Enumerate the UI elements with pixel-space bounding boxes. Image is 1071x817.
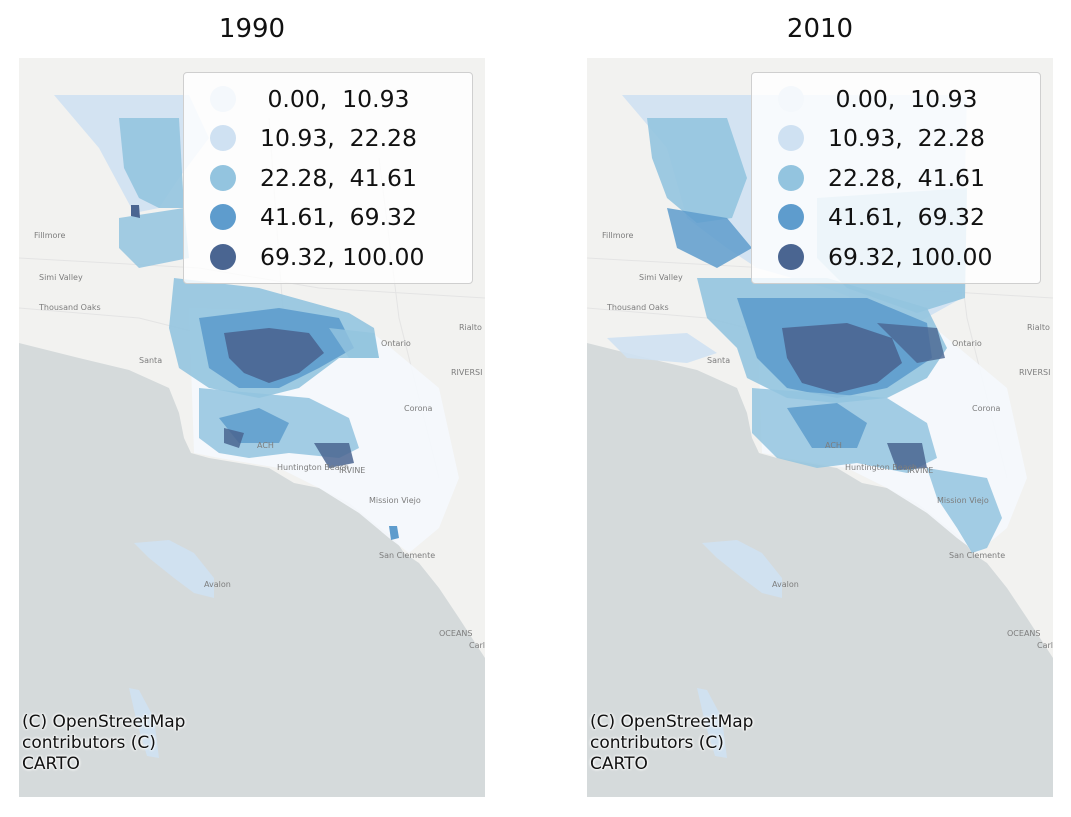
attribution-line: contributors (C) — [590, 733, 724, 753]
place-label: Huntington Beach — [277, 463, 349, 472]
legend-item: 0.00, 10.93 — [192, 79, 464, 119]
place-label: Mission Viejo — [937, 496, 989, 505]
legend-swatch — [210, 125, 236, 152]
place-label: Huntington Beach — [845, 463, 917, 472]
place-label: RIVERSI — [1019, 368, 1050, 377]
place-label: Simi Valley — [39, 273, 83, 282]
legend-swatch — [778, 85, 804, 112]
map-legend: 0.00, 10.93 10.93, 22.28 22.28, 41.61 41… — [751, 72, 1041, 284]
legend-label: 0.00, 10.93 — [828, 84, 978, 113]
place-label: Carlsl — [469, 641, 485, 650]
legend-label: 22.28, 41.61 — [828, 163, 985, 192]
panel-title: 2010 — [786, 14, 854, 44]
legend-swatch — [210, 85, 236, 112]
place-label: Rialto — [1027, 323, 1050, 332]
place-label: Santa — [707, 356, 730, 365]
choropleth-1990 — [54, 95, 459, 758]
place-label: Mission Viejo — [369, 496, 421, 505]
attribution-line: (C) OpenStreetMap — [22, 712, 186, 732]
map-attribution: (C) OpenStreetMap contributors (C) CARTO — [22, 712, 185, 775]
place-label: OCEANS — [439, 629, 472, 638]
legend-swatch — [778, 125, 804, 152]
place-label: Avalon — [772, 580, 799, 589]
attribution-line: CARTO — [22, 754, 80, 774]
legend-swatch — [778, 164, 804, 191]
ocean — [19, 343, 485, 797]
place-label: OCEANS — [1007, 629, 1040, 638]
place-label: Fillmore — [34, 231, 65, 240]
legend-item: 69.32, 100.00 — [192, 237, 464, 277]
place-label: Ontario — [381, 339, 411, 348]
attribution-line: contributors (C) — [22, 733, 156, 753]
legend-label: 0.00, 10.93 — [260, 84, 410, 113]
place-label: Ontario — [952, 339, 982, 348]
map-panel-2010: 2010 — [587, 0, 1053, 817]
legend-item: 69.32, 100.00 — [760, 237, 1032, 277]
legend-label: 69.32, 100.00 — [828, 242, 993, 271]
place-label: ACH — [257, 441, 274, 450]
place-label: Fillmore — [602, 231, 633, 240]
legend-label: 69.32, 100.00 — [260, 242, 425, 271]
place-label: IRVINE — [339, 466, 365, 475]
place-labels: Fillmore Simi Valley Thousand Oaks Santa… — [34, 231, 485, 650]
place-label: Rialto — [459, 323, 482, 332]
legend-swatch — [778, 204, 804, 231]
place-label: Corona — [972, 404, 1001, 413]
place-label: Corona — [404, 404, 433, 413]
legend-item: 10.93, 22.28 — [760, 119, 1032, 159]
place-label: ACH — [825, 441, 842, 450]
legend-swatch — [210, 164, 236, 191]
legend-item: 22.28, 41.61 — [760, 158, 1032, 198]
legend-label: 10.93, 22.28 — [828, 124, 985, 153]
place-label: San Clemente — [379, 551, 435, 560]
legend-swatch — [210, 204, 236, 231]
ocean — [587, 343, 1053, 797]
attribution-line: CARTO — [590, 754, 648, 774]
place-label: Thousand Oaks — [38, 303, 101, 312]
legend-label: 10.93, 22.28 — [260, 124, 417, 153]
map-legend: 0.00, 10.93 10.93, 22.28 22.28, 41.61 41… — [183, 72, 473, 284]
legend-label: 22.28, 41.61 — [260, 163, 417, 192]
legend-label: 41.61, 69.32 — [260, 203, 417, 232]
legend-item: 10.93, 22.28 — [192, 119, 464, 159]
legend-item: 41.61, 69.32 — [760, 198, 1032, 238]
legend-swatch — [778, 243, 804, 270]
place-label: Avalon — [204, 580, 231, 589]
place-label: Carlsl — [1037, 641, 1053, 650]
attribution-line: (C) OpenStreetMap — [590, 712, 754, 732]
legend-item: 41.61, 69.32 — [192, 198, 464, 238]
legend-swatch — [210, 243, 236, 270]
place-label: Santa — [139, 356, 162, 365]
place-labels: Fillmore Simi Valley Thousand Oaks Santa… — [602, 231, 1053, 650]
place-label: Simi Valley — [639, 273, 683, 282]
legend-label: 41.61, 69.32 — [828, 203, 985, 232]
legend-item: 22.28, 41.61 — [192, 158, 464, 198]
place-label: Thousand Oaks — [606, 303, 669, 312]
place-label: IRVINE — [907, 466, 933, 475]
place-label: RIVERSI — [451, 368, 482, 377]
map-attribution: (C) OpenStreetMap contributors (C) CARTO — [590, 712, 753, 775]
map-panel-1990: 1990 — [19, 0, 485, 817]
panel-title: 1990 — [218, 14, 286, 44]
place-label: San Clemente — [949, 551, 1005, 560]
legend-item: 0.00, 10.93 — [760, 79, 1032, 119]
